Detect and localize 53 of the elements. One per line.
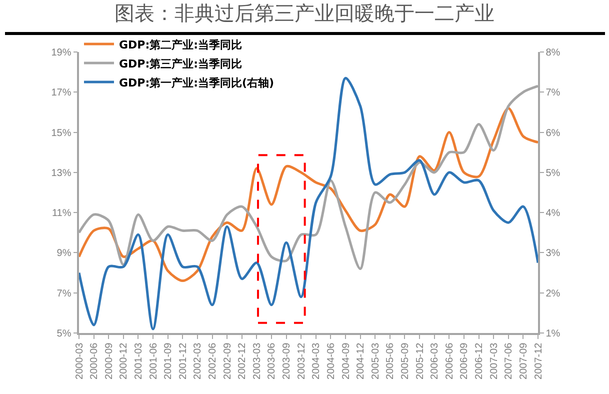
x-tick-label: 2005-12 [414, 342, 426, 380]
y2-tick-label: 3% [546, 248, 560, 260]
y-tick-label: 15% [51, 128, 72, 139]
legend-label: GDP:第一产业:当季同比(右轴) [119, 76, 274, 90]
legend-label: GDP:第三产业:当季同比 [119, 57, 242, 70]
y-tick-label: 13% [51, 168, 72, 179]
line-series [79, 76, 538, 330]
x-tick-label: 2006-09 [459, 342, 470, 380]
x-tick-label: 2001-03 [133, 342, 144, 380]
x-tick-label: 2002-06 [208, 342, 219, 380]
x-tick-label: 2006-12 [474, 342, 486, 380]
y2-tick-label: 8% [546, 48, 560, 58]
x-tick-label: 2006-06 [444, 342, 456, 380]
x-tick-label: 2003-06 [266, 342, 278, 380]
y-tick-label: 11% [52, 208, 72, 220]
x-tick-label: 2007-12 [533, 342, 544, 380]
x-tick-label: 2004-09 [340, 342, 352, 380]
y2-tick-label: 7% [546, 88, 560, 99]
x-tick-label: 2007-09 [518, 342, 530, 380]
y-tick-label: 5% [56, 328, 72, 340]
y2-tick-label: 4% [546, 208, 560, 220]
x-tick-label: 2005-03 [370, 342, 382, 380]
x-tick-label: 2001-09 [163, 342, 174, 380]
x-tick-label: 2003-09 [282, 342, 293, 380]
y-tick-label: 17% [51, 88, 72, 99]
legend-label: GDP:第二产业:当季同比 [119, 38, 242, 52]
x-tick-label: 2004-03 [311, 342, 322, 380]
x-tick-label: 2004-12 [356, 342, 367, 380]
x-tick-label: 2000-09 [104, 342, 115, 380]
chart-title: 图表：非典过后第三产业回暖晚于一二产业 [114, 0, 494, 25]
x-tick-label: 2003-12 [296, 342, 308, 380]
y2-tick-label: 6% [546, 128, 560, 139]
y2-tick-label: 2% [546, 288, 560, 300]
y2-tick-label: 1% [546, 328, 560, 340]
x-tick-label: 2007-03 [488, 342, 500, 380]
x-tick-label: 2005-09 [400, 342, 411, 380]
x-tick-label: 2002-12 [237, 342, 248, 380]
y2-tick-label: 5% [546, 168, 560, 179]
x-tick-label: 2006-03 [430, 342, 441, 380]
y-tick-label: 19% [51, 48, 72, 58]
x-tick-label: 2001-12 [178, 342, 189, 380]
x-tick-label: 2007-06 [504, 342, 515, 380]
x-tick-label: 2000-12 [118, 342, 130, 380]
x-tick-label: 2000-06 [89, 342, 100, 380]
y-tick-label: 7% [56, 288, 72, 300]
x-tick-label: 2005-06 [385, 342, 396, 380]
y-tick-label: 9% [56, 248, 72, 260]
x-tick-label: 2004-06 [326, 342, 337, 380]
x-tick-label: 2000-03 [74, 342, 86, 380]
x-tick-label: 2002-09 [222, 342, 234, 380]
x-tick-label: 2003-03 [252, 342, 263, 380]
x-tick-label: 2002-03 [192, 342, 204, 380]
x-tick-label: 2001-06 [148, 342, 160, 380]
